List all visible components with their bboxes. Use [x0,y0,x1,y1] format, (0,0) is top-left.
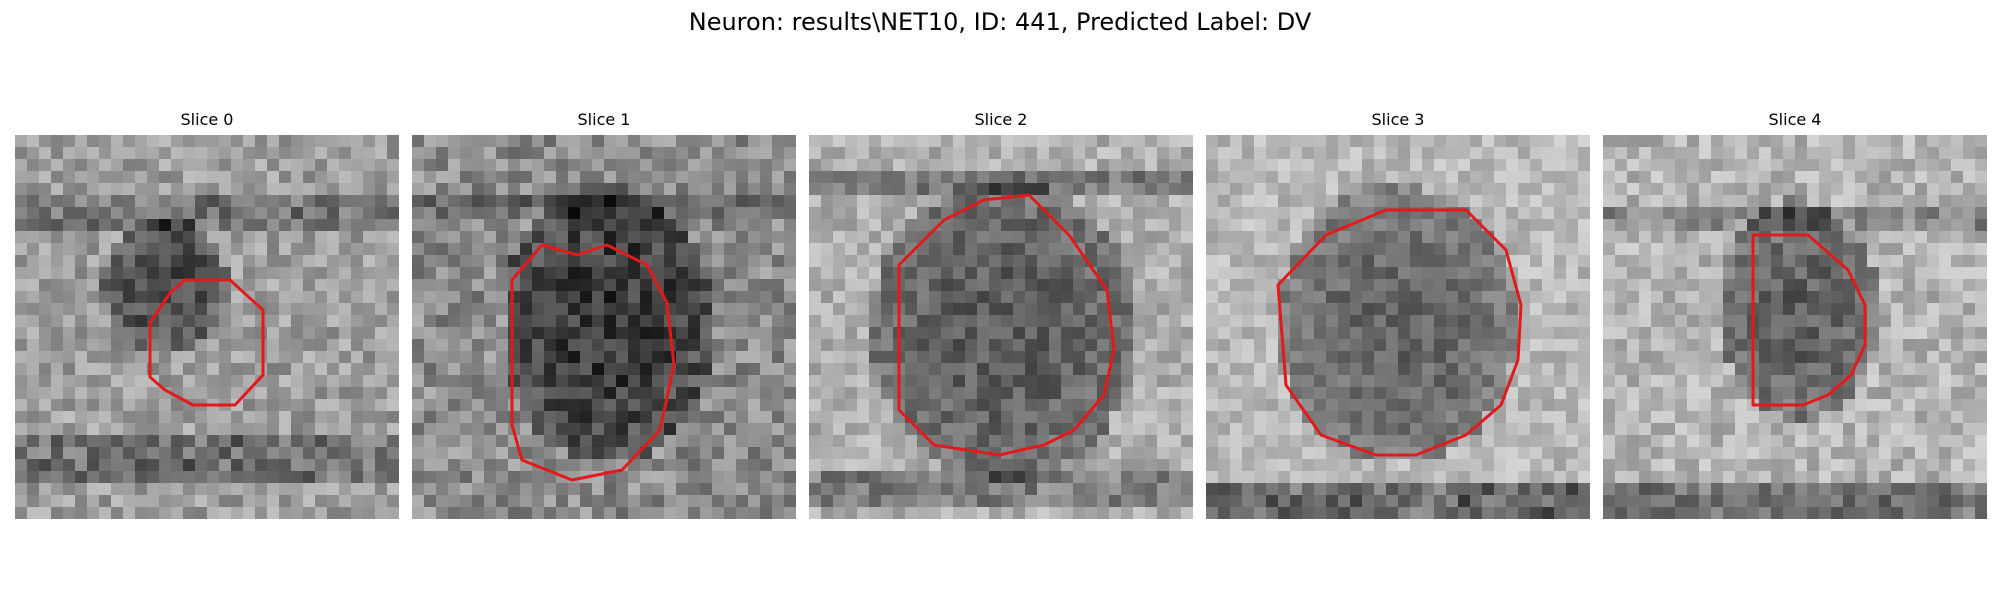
slice-image-1 [412,135,796,519]
slice-panel-3: Slice 3 [1206,108,1590,519]
slice-panel-4: Slice 4 [1603,108,1987,519]
slice-image-3 [1206,135,1590,519]
slice-image-2 [809,135,1193,519]
neuron-contour-0 [148,278,265,407]
neuron-contour-2 [897,193,1116,457]
figure-title: Neuron: results\NET10, ID: 441, Predicte… [688,8,1312,36]
slice-image-4 [1603,135,1987,519]
slice-title-1: Slice 1 [577,110,631,129]
slice-panel-0: Slice 0 [15,108,399,519]
slice-title-4: Slice 4 [1768,110,1822,129]
slice-image-0 [15,135,399,519]
slice-title-3: Slice 3 [1371,110,1425,129]
neuron-contour-4 [1751,233,1867,407]
slice-title-2: Slice 2 [974,110,1028,129]
slice-panel-1: Slice 1 [412,108,796,519]
slice-title-0: Slice 0 [180,110,234,129]
slice-panel-2: Slice 2 [809,108,1193,519]
neuron-contour-1 [510,243,676,482]
neuron-contour-3 [1276,208,1523,457]
